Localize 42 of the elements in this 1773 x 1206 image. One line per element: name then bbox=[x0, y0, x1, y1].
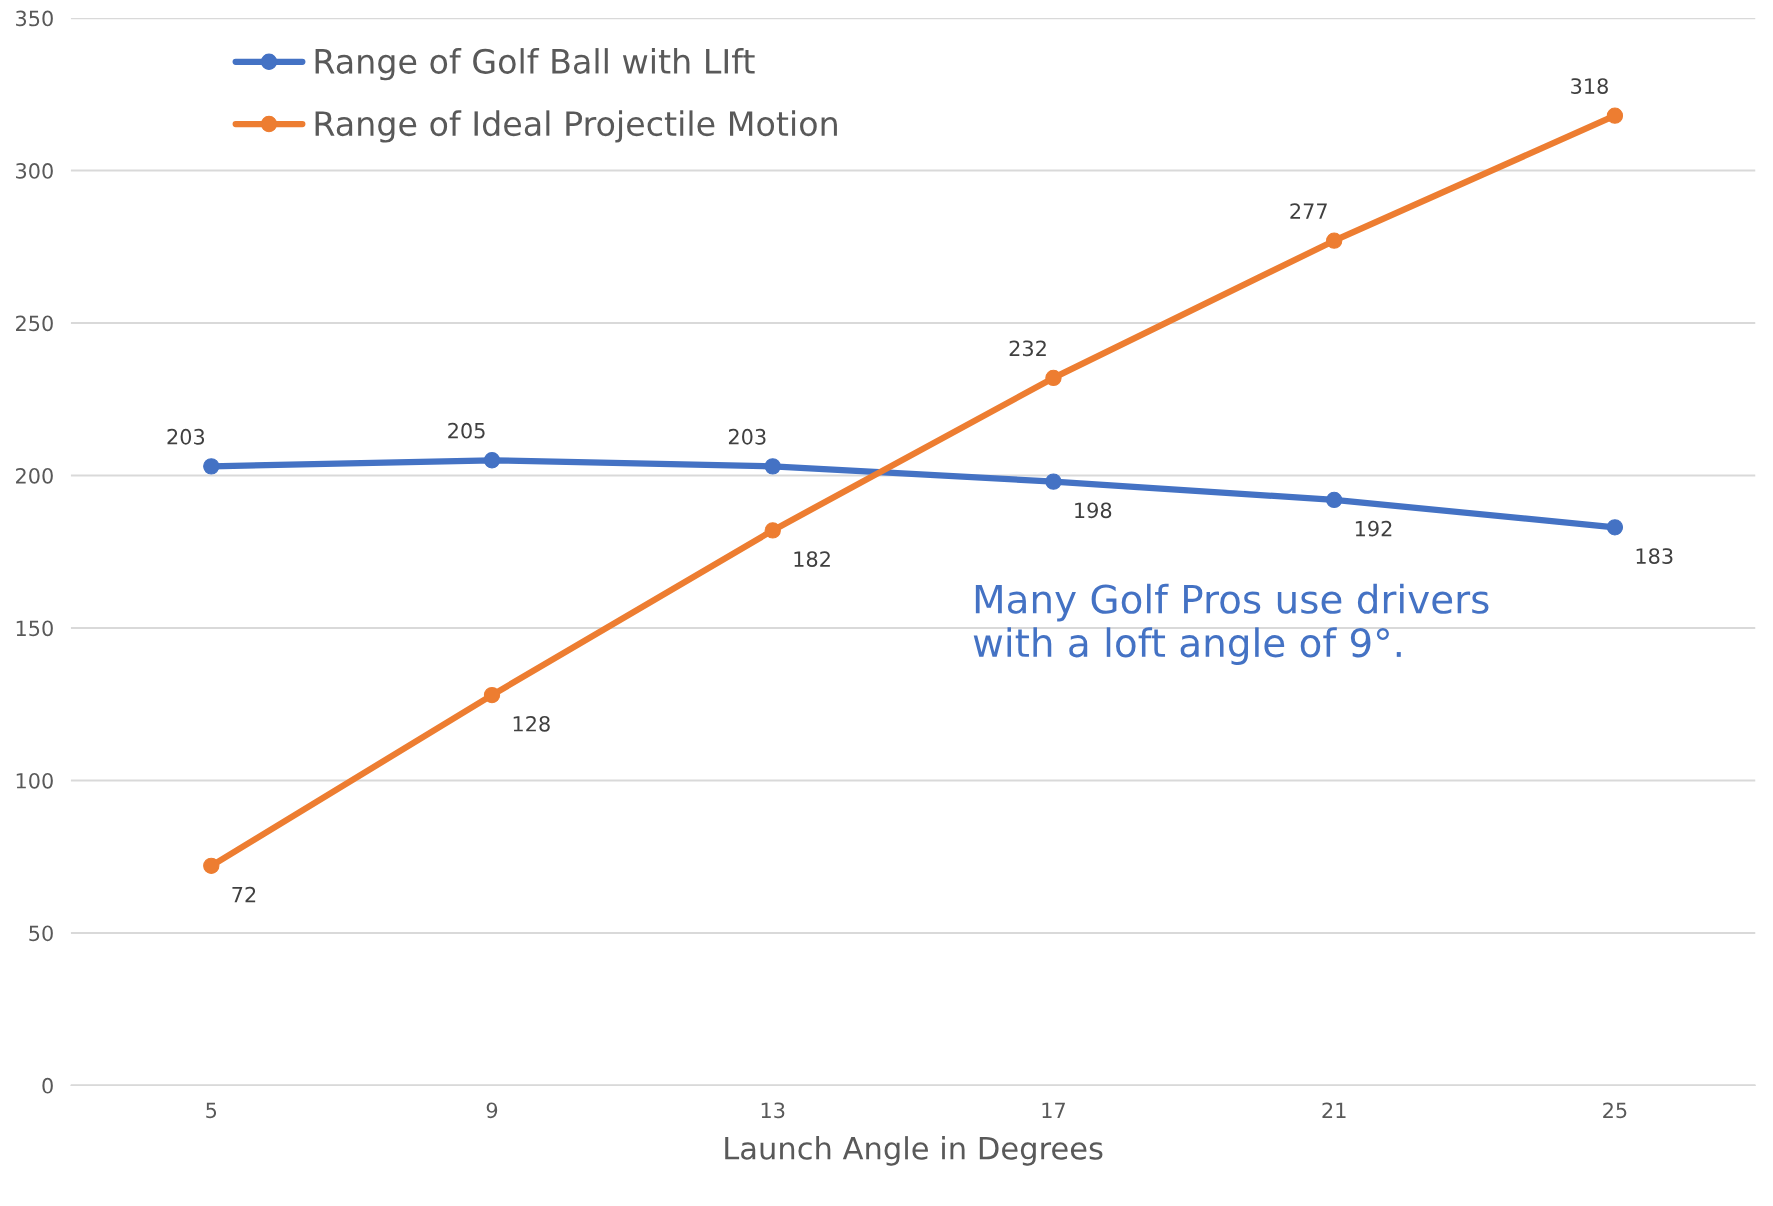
data-label: 182 bbox=[794, 551, 830, 567]
data-label: 128 bbox=[513, 715, 550, 732]
data-label: 192 bbox=[1355, 520, 1392, 537]
y-tick-label: 50 bbox=[29, 925, 53, 942]
y-tick-label: 250 bbox=[16, 315, 53, 332]
x-tick-label: 9 bbox=[486, 1102, 498, 1119]
data-label: 232 bbox=[1009, 340, 1046, 357]
legend-label: Range of Golf Ball with LIft bbox=[315, 48, 755, 81]
data-label: 318 bbox=[1571, 78, 1608, 94]
point bbox=[1606, 519, 1624, 536]
legend-label: Range of Ideal Projectile Motion bbox=[315, 110, 837, 143]
x-tick-label: 5 bbox=[206, 1102, 217, 1119]
point bbox=[1606, 107, 1624, 124]
x-tick-label: 25 bbox=[1603, 1102, 1627, 1119]
y-tick-label: 100 bbox=[16, 772, 53, 789]
point bbox=[1326, 491, 1343, 509]
x-axis-title: Launch Angle in Degrees bbox=[725, 1136, 1103, 1166]
point bbox=[1326, 232, 1343, 249]
y-tick-label: 350 bbox=[16, 10, 53, 27]
point bbox=[764, 522, 781, 539]
point bbox=[1045, 369, 1062, 387]
y-tick-label: 150 bbox=[16, 620, 53, 637]
x-tick-label: 13 bbox=[761, 1102, 785, 1119]
data-label: 203 bbox=[728, 428, 766, 445]
point bbox=[1045, 473, 1062, 490]
data-label: 72 bbox=[232, 886, 256, 903]
y-tick-label: 200 bbox=[16, 467, 53, 484]
point bbox=[203, 857, 220, 874]
point bbox=[483, 452, 501, 469]
data-label: 205 bbox=[448, 422, 485, 439]
data-label: 183 bbox=[1636, 548, 1673, 564]
data-label: 198 bbox=[1075, 502, 1112, 519]
point bbox=[764, 458, 781, 475]
x-tick-label: 17 bbox=[1042, 1102, 1065, 1118]
y-tick-label: 0 bbox=[42, 1077, 53, 1094]
point bbox=[483, 686, 501, 704]
point bbox=[203, 458, 220, 475]
y-tick-label: 300 bbox=[16, 163, 53, 179]
data-label: 203 bbox=[167, 428, 205, 445]
x-tick-label: 21 bbox=[1322, 1102, 1346, 1118]
data-label: 277 bbox=[1290, 203, 1327, 219]
annotation: Many Golf Pros use drivers with a loft angle of 9°. bbox=[973, 583, 1489, 665]
